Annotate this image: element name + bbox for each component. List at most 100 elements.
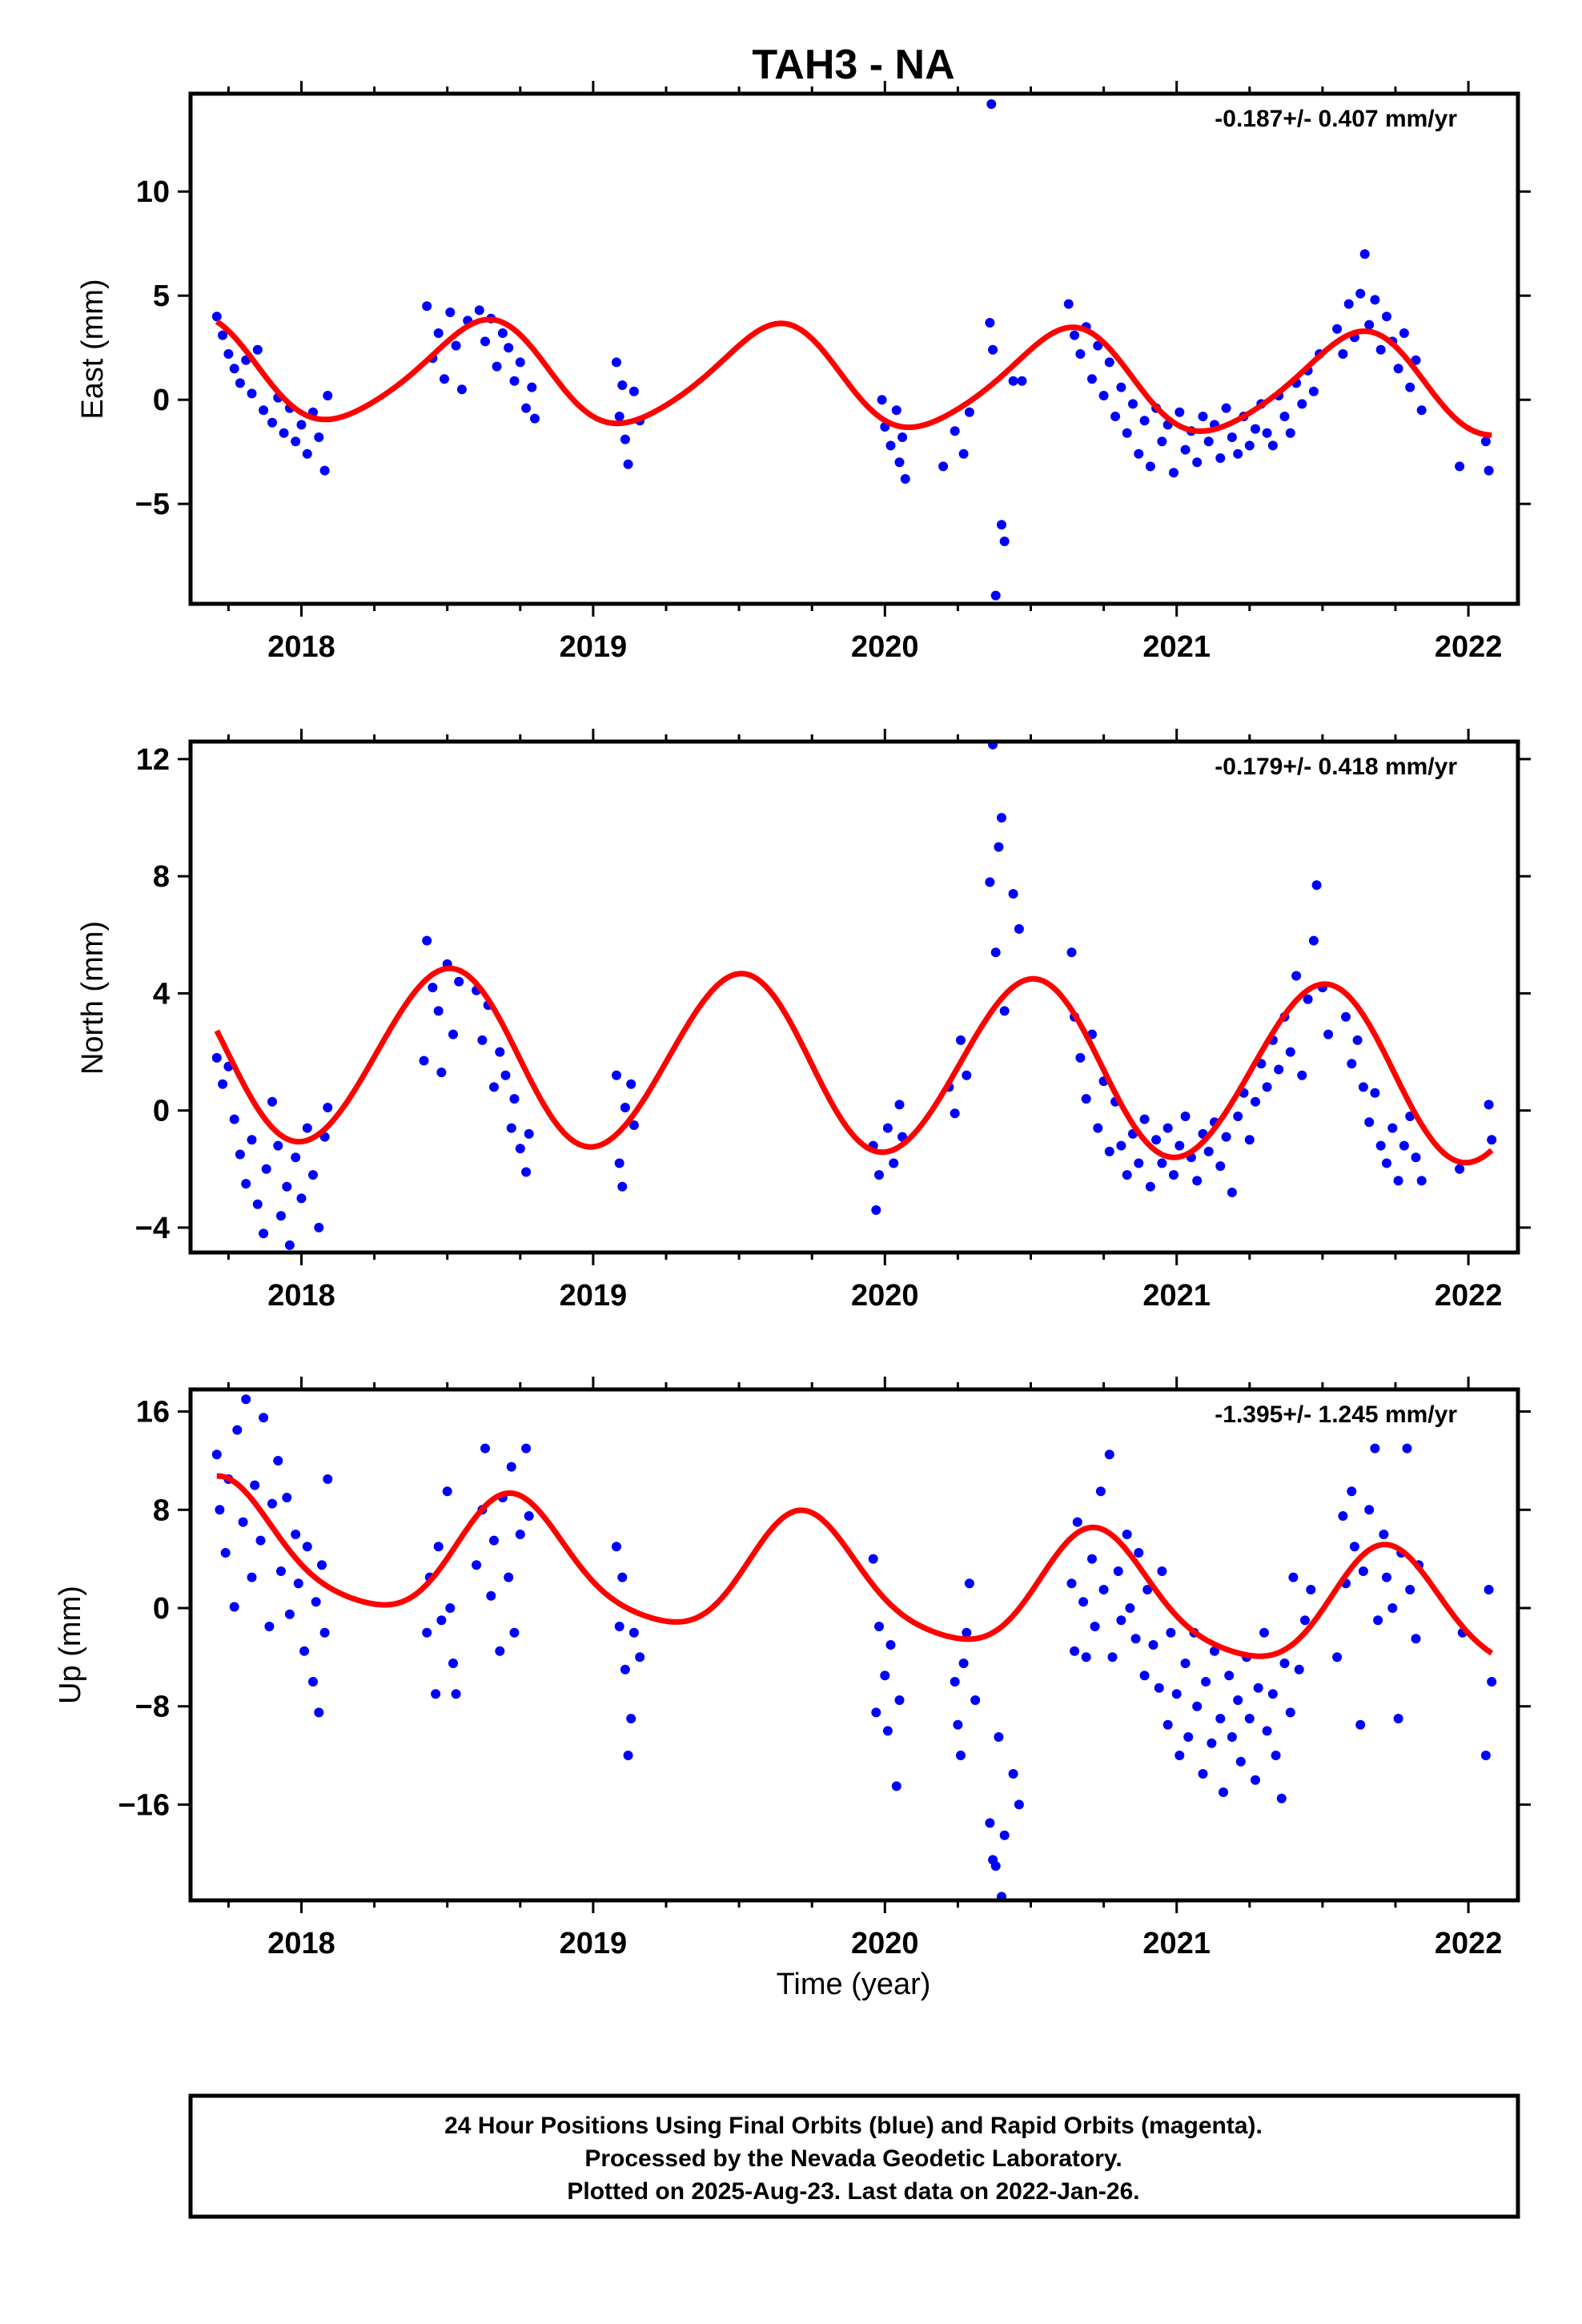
up-data-point [999, 1830, 1010, 1840]
east-data-point [247, 388, 257, 399]
up-data-point [495, 1646, 505, 1656]
up-data-point [1014, 1799, 1024, 1810]
north-data-point [1139, 1114, 1150, 1124]
north-data-point [1251, 1096, 1260, 1107]
east-data-point [1375, 344, 1386, 355]
east-data-point [891, 405, 901, 416]
north-data-point [500, 1070, 511, 1080]
up-y-axis-label: Up (mm) [54, 1586, 87, 1704]
up-data-point [1285, 1707, 1295, 1718]
up-data-point [1411, 1634, 1421, 1644]
east-data-point [1017, 376, 1027, 386]
up-data-point [259, 1413, 269, 1423]
north-x-tick-label: 2018 [267, 1279, 335, 1313]
east-data-point [1203, 436, 1214, 447]
north-data-point [626, 1079, 636, 1089]
up-data-point [874, 1622, 884, 1631]
up-data-point [299, 1646, 310, 1656]
north-y-tick-label: −4 [135, 1212, 170, 1245]
east-data-point [985, 318, 995, 328]
north-data-point [252, 1199, 263, 1209]
north-data-point [1227, 1188, 1237, 1197]
east-rate-annotation: -0.187+/- 0.407 mm/yr [1215, 106, 1457, 132]
north-data-point [1393, 1176, 1403, 1186]
up-data-point [1306, 1585, 1316, 1594]
north-data-point [1370, 1088, 1380, 1098]
up-data-point [433, 1542, 444, 1552]
up-data-point [962, 1627, 972, 1638]
up-data-point [311, 1597, 321, 1607]
east-data-point [1215, 453, 1226, 463]
east-plot-frame [188, 91, 1520, 606]
north-data-point [1341, 1011, 1351, 1022]
up-data-point [1355, 1719, 1366, 1730]
north-data-point [454, 976, 464, 987]
north-data-point [1157, 1158, 1167, 1168]
north-data-point [1066, 947, 1077, 958]
east-data-point [950, 426, 960, 436]
north-data-point [282, 1181, 292, 1192]
east-data-point [323, 391, 333, 400]
east-data-point [445, 308, 456, 317]
north-data-point [291, 1152, 301, 1163]
east-data-point [894, 457, 905, 468]
north-data-point [956, 1035, 966, 1045]
north-data-point [1297, 1070, 1307, 1080]
up-data-point [211, 1449, 222, 1460]
up-data-point [1262, 1726, 1272, 1736]
up-data-point [1480, 1751, 1491, 1760]
north-data-point [1285, 1047, 1295, 1057]
east-data-point [1279, 412, 1290, 421]
east-data-point [504, 343, 514, 353]
east-x-tick-label: 2021 [1142, 630, 1211, 664]
up-data-point [250, 1480, 260, 1490]
north-data-point [1399, 1140, 1409, 1151]
east-data-point [1128, 399, 1138, 409]
up-y-tick-label: −16 [118, 1788, 170, 1822]
east-data-point [433, 328, 444, 338]
up-data-point [1201, 1677, 1211, 1687]
east-data-point [296, 420, 307, 430]
north-data-point [428, 983, 438, 993]
up-data-point [1148, 1640, 1158, 1650]
east-data-point [614, 412, 624, 421]
north-y-tick-label: 12 [136, 743, 170, 777]
north-data-point [1192, 1176, 1203, 1186]
north-x-tick-label: 2020 [851, 1279, 919, 1313]
north-data-point [436, 1068, 447, 1078]
up-data-point [871, 1707, 881, 1718]
north-data-point [990, 947, 1001, 958]
up-data-point [1072, 1517, 1082, 1527]
up-data-point [1300, 1615, 1310, 1626]
up-x-tick-label: 2022 [1435, 1927, 1503, 1960]
east-x-tick-label: 2022 [1435, 630, 1503, 664]
caption-line-3: Plotted on 2025-Aug-23. Last data on 202… [567, 2178, 1139, 2205]
east-data-point [1110, 412, 1121, 421]
up-data-point [953, 1719, 963, 1730]
up-data-point [1130, 1634, 1141, 1644]
up-plot-frame [188, 1387, 1520, 1903]
up-data-point [1370, 1443, 1380, 1454]
north-data-point [894, 1100, 905, 1110]
north-data-point [612, 1070, 621, 1080]
up-data-point [1244, 1714, 1255, 1723]
x-axis-label: Time (year) [777, 1968, 931, 2001]
up-data-point [958, 1659, 969, 1668]
north-data-point [1145, 1181, 1155, 1192]
north-data-point [874, 1170, 884, 1180]
north-y-tick-label: 4 [153, 977, 170, 1011]
up-data-point [506, 1462, 516, 1472]
up-data-point [448, 1659, 458, 1668]
north-panel: -0.179+/- 0.418 mm/yr North (mm) 2018 201… [76, 729, 1531, 1313]
up-data-points [211, 1394, 1497, 1902]
up-data-point [521, 1443, 532, 1454]
north-data-point [1116, 1140, 1126, 1151]
up-data-point [1183, 1732, 1194, 1742]
up-data-point [985, 1818, 995, 1828]
east-data-point [1227, 432, 1237, 442]
up-data-point [1224, 1671, 1235, 1681]
east-data-point [515, 357, 525, 368]
up-data-point [1081, 1652, 1091, 1663]
north-data-point [1244, 1135, 1255, 1145]
